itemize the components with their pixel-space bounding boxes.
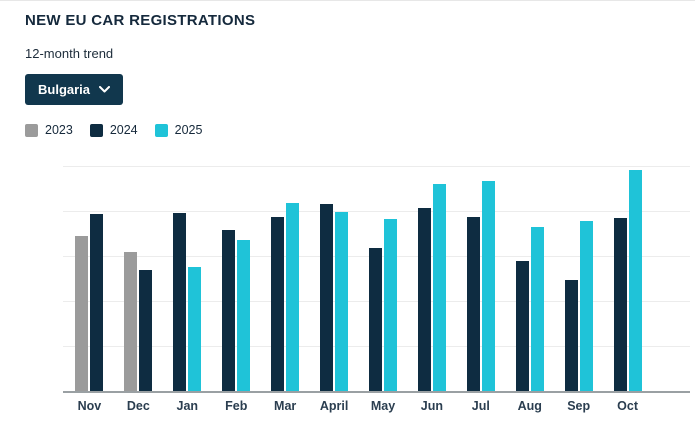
bar-group-jun: [407, 167, 456, 392]
x-axis-label-mar: Mar: [274, 399, 297, 413]
bar-group-sep: [554, 167, 603, 392]
country-dropdown[interactable]: Bulgaria: [25, 74, 124, 105]
x-axis-label-may: May: [370, 399, 396, 413]
x-axis-label-nov: Nov: [77, 399, 102, 413]
bar-2024-jun: [417, 207, 431, 392]
bar-2024-april: [320, 203, 334, 392]
legend-label: 2025: [174, 123, 203, 137]
bar-group-dec: [114, 167, 163, 392]
gridline: [63, 211, 690, 212]
x-axis-label-jan: Jan: [176, 399, 199, 413]
x-axis-label-aug: Aug: [517, 399, 542, 413]
x-axis-line: [63, 391, 690, 393]
bar-chart-plot-area: [63, 166, 690, 393]
x-axis-label-sep: Sep: [567, 399, 591, 413]
bar-group-aug: [505, 167, 554, 392]
x-axis-label-april: April: [319, 399, 349, 413]
bar-2025-feb: [237, 239, 251, 392]
bar-group-oct: [603, 167, 652, 392]
bar-2024-feb: [222, 230, 236, 392]
bar-group-feb: [212, 167, 261, 392]
legend-item-2024[interactable]: 2024: [89, 123, 138, 137]
bar-2024-dec: [139, 269, 153, 392]
x-axis-label-jul: Jul: [471, 399, 490, 413]
bar-2023-nov: [75, 235, 89, 392]
bar-2025-mar: [286, 202, 300, 392]
bar-2024-oct: [613, 218, 627, 392]
x-axis-label-jun: Jun: [420, 399, 444, 413]
chevron-down-icon: [99, 86, 111, 93]
page-title: NEW EU CAR REGISTRATIONS: [25, 12, 256, 29]
x-axis-label-oct: Oct: [617, 399, 639, 413]
bar-2025-aug: [530, 227, 544, 392]
legend-item-2023[interactable]: 2023: [25, 123, 73, 137]
bar-2024-jul: [466, 216, 480, 392]
chart-legend: 2023 2024 2025: [25, 123, 202, 137]
bar-2025-jul: [481, 180, 495, 392]
bar-group-mar: [261, 167, 310, 392]
legend-label: 2023: [45, 123, 73, 137]
x-axis-labels: Nov Dec Jan Feb Mar April May Jun Jul Aug Sep Oct: [65, 399, 652, 413]
bar-2025-may: [383, 219, 397, 392]
legend-item-2025[interactable]: 2025: [154, 123, 203, 137]
bar-2024-may: [368, 248, 382, 392]
bar-2024-sep: [564, 279, 578, 392]
bar-group-may: [359, 167, 408, 392]
legend-swatch-2025: [154, 123, 168, 137]
x-axis-label-feb: Feb: [225, 399, 248, 413]
x-axis-label-dec: Dec: [126, 399, 150, 413]
bar-2024-mar: [271, 216, 285, 392]
bar-groups: [65, 167, 652, 392]
bar-2023-dec: [124, 252, 138, 392]
legend-swatch-2023: [25, 123, 38, 137]
bar-2025-oct: [628, 170, 642, 392]
legend-swatch-2024: [89, 123, 103, 137]
bar-2025-jun: [432, 184, 446, 392]
bar-2025-sep: [579, 220, 593, 392]
bar-2024-aug: [515, 261, 529, 392]
bar-2024-jan: [173, 213, 187, 392]
bar-2024-nov: [90, 214, 104, 392]
legend-label: 2024: [109, 123, 138, 137]
top-divider: [0, 0, 695, 1]
country-dropdown-value: Bulgaria: [38, 82, 91, 97]
gridline: [63, 166, 690, 167]
bar-group-nov: [65, 167, 114, 392]
bar-group-jan: [163, 167, 212, 392]
bar-group-april: [310, 167, 359, 392]
chart-subtitle: 12-month trend: [25, 46, 114, 61]
bar-2025-april: [335, 212, 349, 392]
bar-group-jul: [456, 167, 505, 392]
bar-2025-jan: [188, 267, 202, 392]
